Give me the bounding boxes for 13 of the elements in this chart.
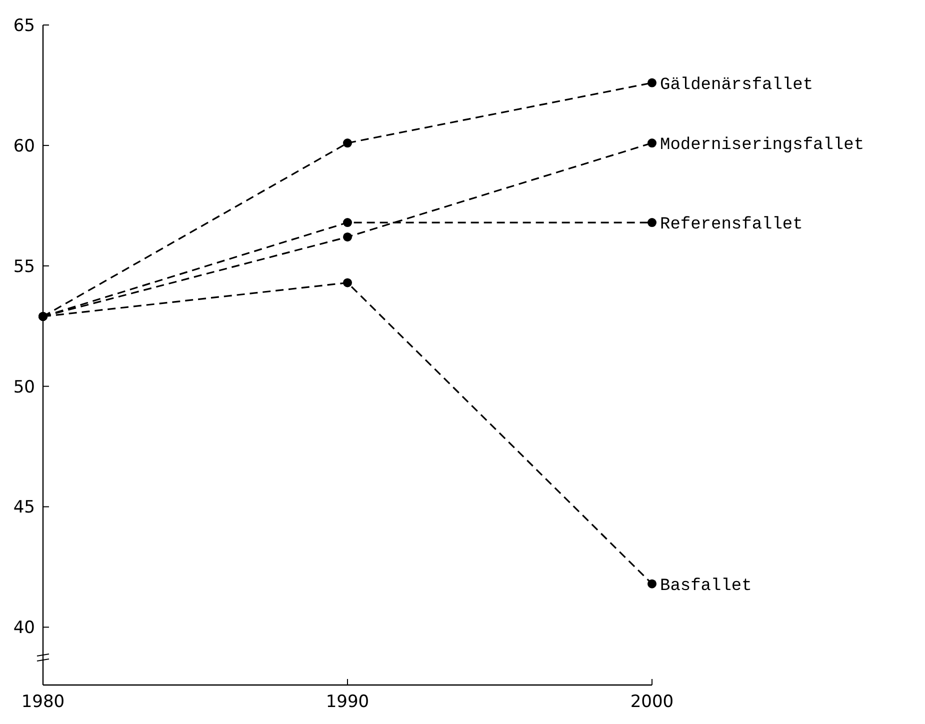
x-tick-label: 1980 xyxy=(21,692,65,712)
series-label: Gäldenärsfallet xyxy=(660,76,814,95)
y-tick-label: 45 xyxy=(13,498,35,518)
y-tick-label: 40 xyxy=(13,618,35,638)
y-tick-label: 55 xyxy=(13,256,35,277)
y-tick-label: 60 xyxy=(13,136,35,156)
x-tick-label: 1990 xyxy=(326,692,370,712)
x-tick-label: 2000 xyxy=(630,692,674,712)
series-label: Referensfallet xyxy=(660,215,803,234)
y-tick-label: 65 xyxy=(13,16,35,36)
series-label: Moderniseringsfallet xyxy=(660,136,864,155)
y-tick-label: 50 xyxy=(13,377,35,398)
series-label: Basfallet xyxy=(660,576,752,596)
